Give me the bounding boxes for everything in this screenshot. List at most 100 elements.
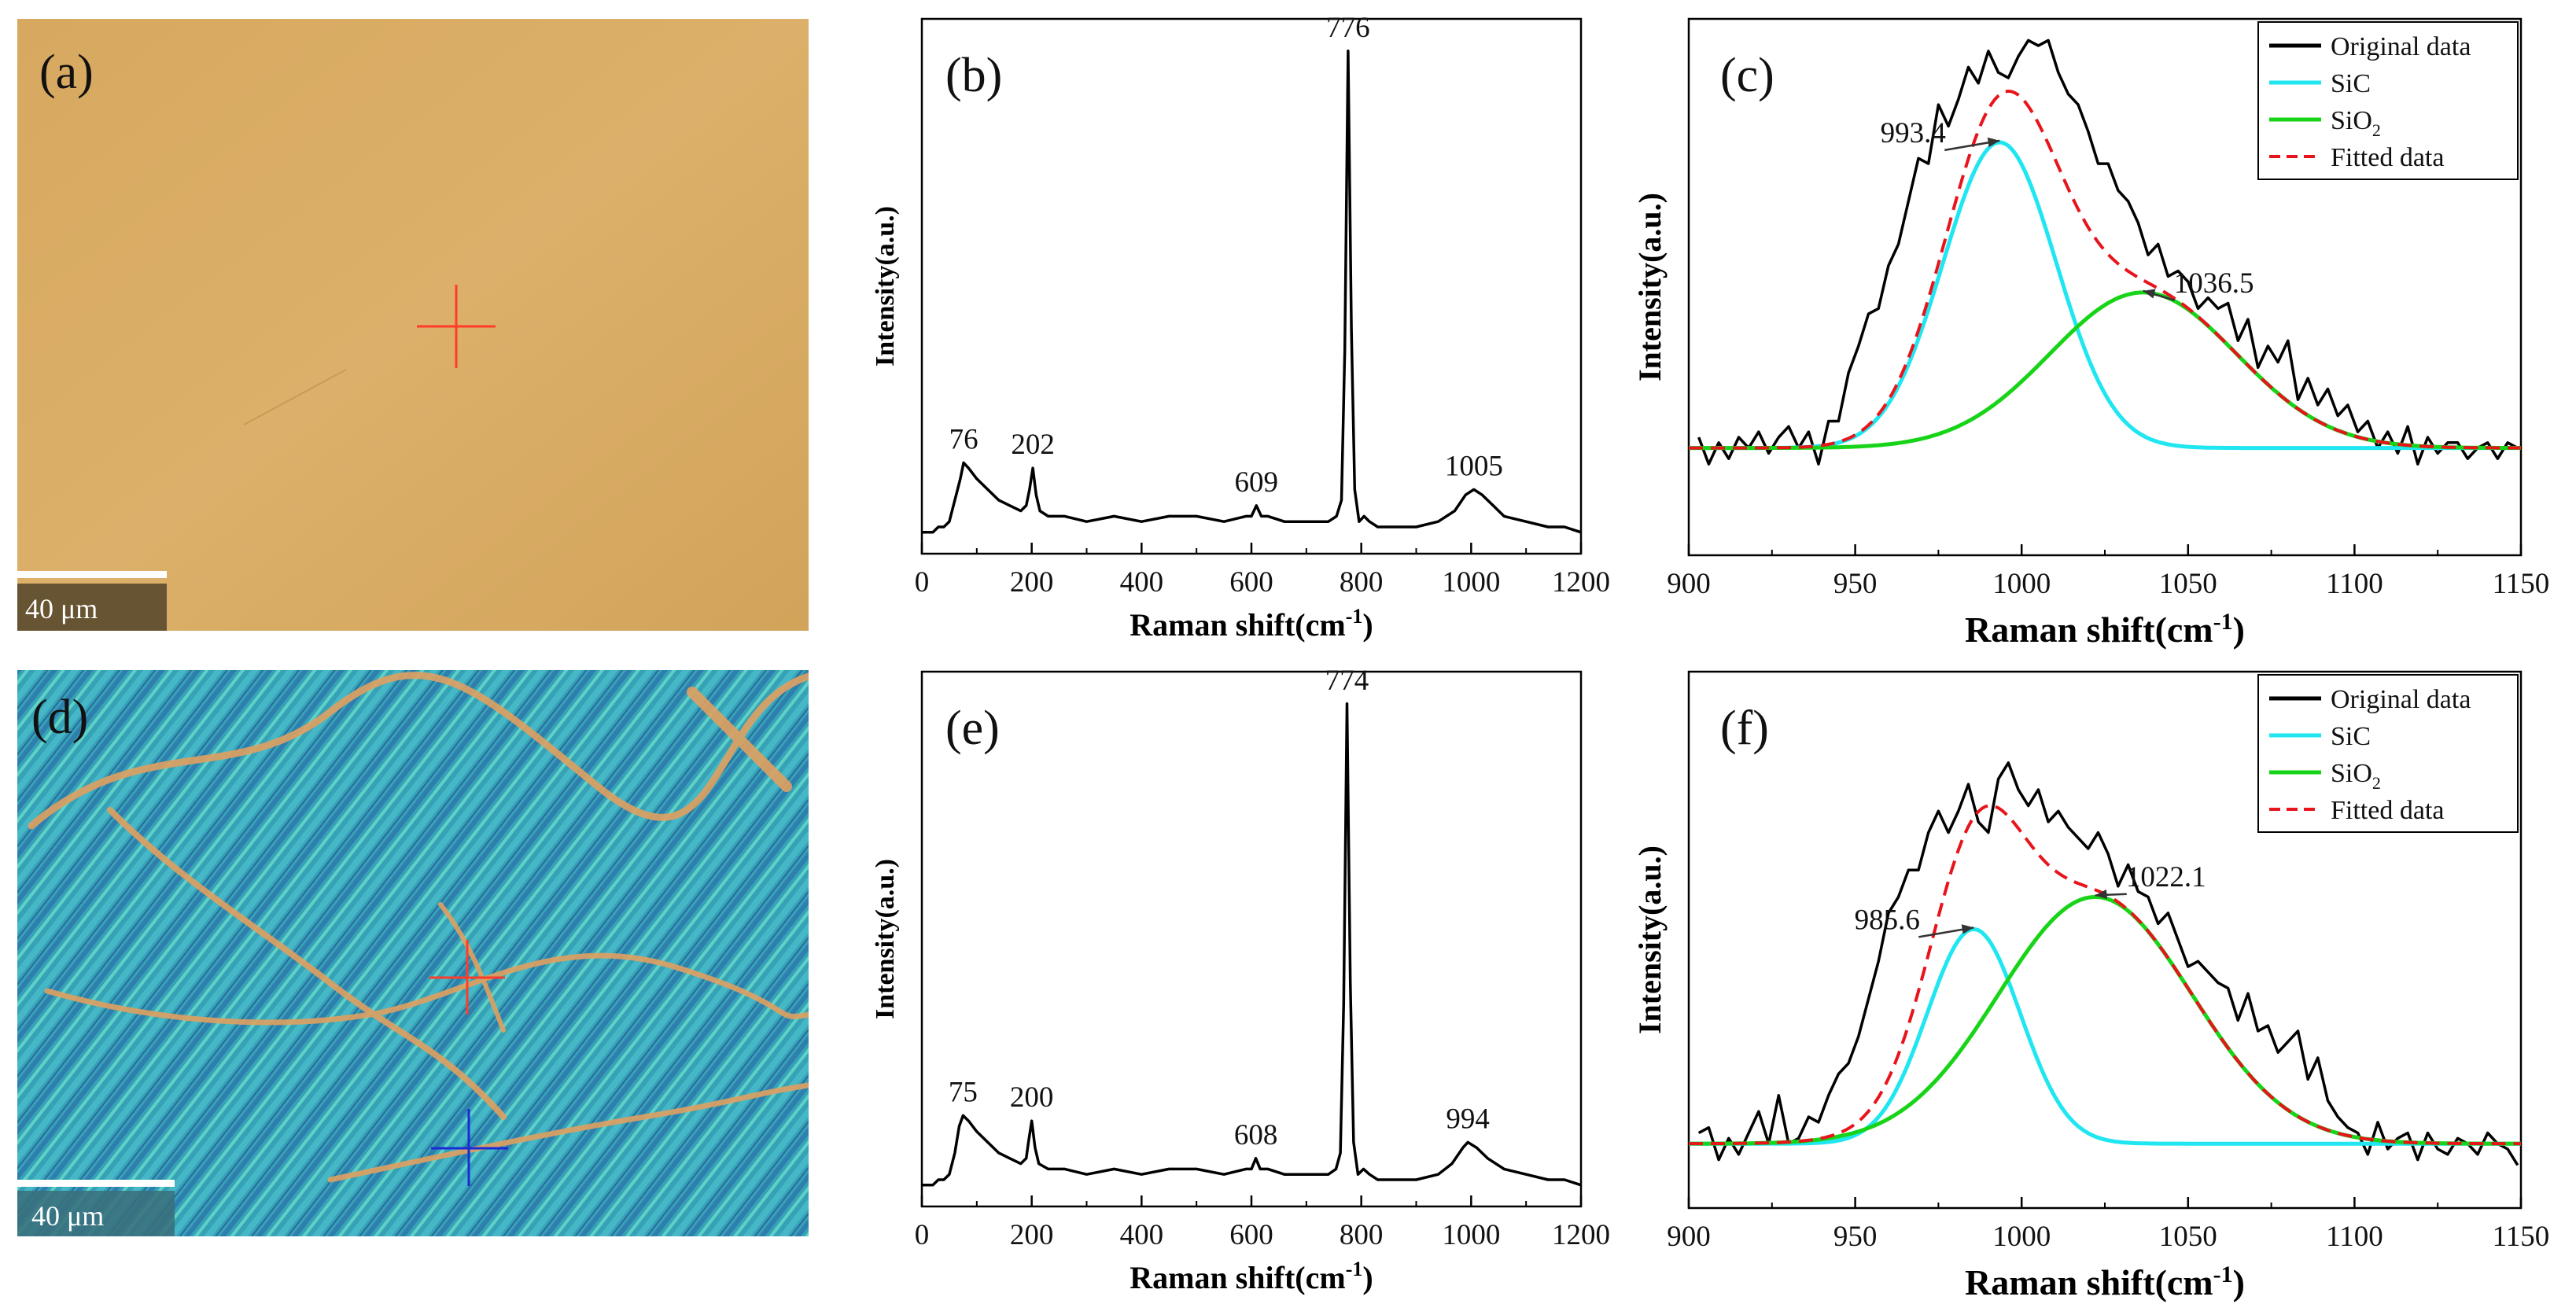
x-axis-label: Raman shift(cm-1) — [1965, 609, 2245, 650]
peak-label: 1022.1 — [2126, 861, 2206, 893]
x-tick-label: 0 — [915, 566, 930, 599]
micrograph-a — [17, 19, 809, 631]
y-axis-label: Intensity(a.u.) — [871, 206, 900, 367]
crosshair-blue — [431, 1109, 508, 1186]
x-tick-label: 1200 — [1552, 1219, 1610, 1251]
x-tick-label: 1150 — [2493, 1221, 2550, 1253]
x-axis-label-close: ) — [1362, 607, 1373, 643]
legend-box — [2257, 21, 2519, 180]
x-axis-label-sup: -1 — [1346, 605, 1363, 628]
peak-label: 776 — [1326, 12, 1370, 44]
y-axis-label: Intensity(a.u.) — [1632, 845, 1668, 1034]
peak-label: 993.4 — [1881, 117, 1946, 149]
x-tick-label: 1050 — [2159, 1221, 2217, 1253]
legend-label-text: SiC — [2331, 722, 2371, 751]
peak-label: 608 — [1234, 1119, 1278, 1151]
x-tick-label: 1000 — [1442, 1219, 1500, 1251]
x-tick-label: 1100 — [2326, 1221, 2383, 1253]
y-axis-label: Intensity(a.u.) — [1632, 193, 1668, 381]
x-axis-label-sup: -1 — [1346, 1258, 1363, 1280]
legend-label: Original data — [2331, 32, 2471, 61]
chart-f: 900 950 1000 1050 1100 1150 Raman shift(cm-1) I… — [1632, 670, 2550, 1302]
panel-label-b: (b) — [945, 49, 1002, 102]
scale-bar-label-d: 40 μm — [31, 1200, 104, 1232]
panel-a: (a) 40 μm — [17, 19, 809, 631]
x-tick-label: 1000 — [1442, 566, 1500, 599]
sio2-fit-line — [1689, 894, 2521, 1146]
panel-label-a: (a) — [39, 46, 94, 99]
x-tick-label: 900 — [1667, 1221, 1711, 1253]
micrograph-d — [17, 670, 809, 1236]
panel-label-c: (c) — [1720, 49, 1774, 102]
peak-label: 609 — [1235, 466, 1279, 499]
legend-label-text: Fitted data — [2331, 796, 2444, 825]
scale-bar-label-a: 40 μm — [25, 593, 98, 624]
peak-arrowhead — [1961, 924, 1974, 934]
fitted-data-line — [1689, 804, 2521, 1146]
peak-label: 200 — [1010, 1081, 1054, 1114]
legend-label-text: SiO — [2331, 759, 2372, 788]
peak-label: 994 — [1446, 1103, 1490, 1135]
peak-label: 1005 — [1445, 450, 1503, 482]
spectrum-line — [922, 50, 1582, 534]
x-axis-label-text: Raman shift(cm — [1130, 607, 1345, 643]
sic-fit-line — [1689, 926, 2521, 1146]
panel-label-e: (e) — [945, 702, 1000, 755]
x-axis-label-close: ) — [1362, 1260, 1373, 1295]
x-tick-label: 1150 — [2493, 568, 2550, 600]
x-tick-label: 400 — [1120, 1219, 1164, 1251]
x-tick-label: 0 — [915, 1219, 930, 1251]
peak-label: 75 — [949, 1076, 978, 1108]
legend-label-text: SiC — [2331, 69, 2371, 98]
x-tick-label: 900 — [1667, 568, 1711, 600]
legend-label: Fitted data — [2331, 143, 2444, 172]
peak-label: 1036.5 — [2174, 267, 2254, 300]
peak-label: 774 — [1325, 665, 1369, 697]
x-axis-label-text: Raman shift(cm — [1965, 1262, 2213, 1302]
x-axis-label-close: ) — [2233, 610, 2245, 650]
x-tick-label: 600 — [1229, 566, 1273, 599]
x-tick-label: 1100 — [2326, 568, 2383, 600]
x-tick-label: 600 — [1229, 1219, 1273, 1251]
x-tick-label: 1000 — [1992, 1221, 2051, 1253]
legend-box — [2257, 674, 2519, 833]
peak-label: 202 — [1011, 429, 1055, 461]
x-axis-label-sup: -1 — [2213, 609, 2233, 635]
panel-d: (d) 40 μm — [17, 670, 809, 1236]
scratch-line — [243, 369, 347, 425]
spectrum-line — [922, 702, 1582, 1187]
x-tick-label: 800 — [1340, 1219, 1384, 1251]
x-tick-label: 800 — [1340, 566, 1384, 599]
x-tick-label: 200 — [1010, 566, 1054, 599]
orange-inclusions — [28, 672, 809, 1183]
x-tick-label: 1050 — [2159, 568, 2217, 600]
legend-label-sub: 2 — [2372, 773, 2381, 793]
x-tick-label: 1000 — [1992, 568, 2051, 600]
legend-label-text: SiO — [2331, 106, 2372, 135]
legend-label: SiC — [2331, 69, 2371, 98]
x-axis-label: Raman shift(cm-1) — [1965, 1262, 2245, 1302]
peak-arrowhead — [1987, 137, 2000, 148]
legend-label: Fitted data — [2331, 796, 2444, 825]
chart-b: 0 200 400 600 800 1000 1200 Raman shift(cm-1) In… — [871, 12, 1610, 643]
sio2-fit-line — [1689, 290, 2521, 451]
original-data-line — [1697, 761, 2519, 1166]
chart-c: 900 950 1000 1050 1100 1150 Raman shift(cm-1) I… — [1632, 17, 2550, 650]
legend-label: SiC — [2331, 722, 2371, 751]
legend-label-text: Fitted data — [2331, 143, 2444, 172]
x-tick-label: 400 — [1120, 566, 1164, 599]
fitted-data-line — [1689, 89, 2521, 450]
sic-fit-line — [1689, 140, 2521, 451]
scale-bar-a: 40 μm — [17, 571, 167, 631]
y-axis-label: Intensity(a.u.) — [871, 859, 900, 1019]
x-axis-label-close: ) — [2233, 1262, 2245, 1302]
legend-label: Original data — [2331, 685, 2471, 714]
x-tick-label: 950 — [1833, 568, 1878, 600]
x-tick-label: 1200 — [1552, 566, 1610, 599]
panel-label-d: (d) — [31, 691, 88, 744]
peak-arrowhead — [2095, 889, 2107, 900]
chart-e: 0 200 400 600 800 1000 1200 Raman shift(cm-1) In… — [871, 665, 1610, 1295]
legend-label-text: Original data — [2331, 32, 2471, 61]
x-axis-label: Raman shift(cm-1) — [1130, 605, 1373, 643]
